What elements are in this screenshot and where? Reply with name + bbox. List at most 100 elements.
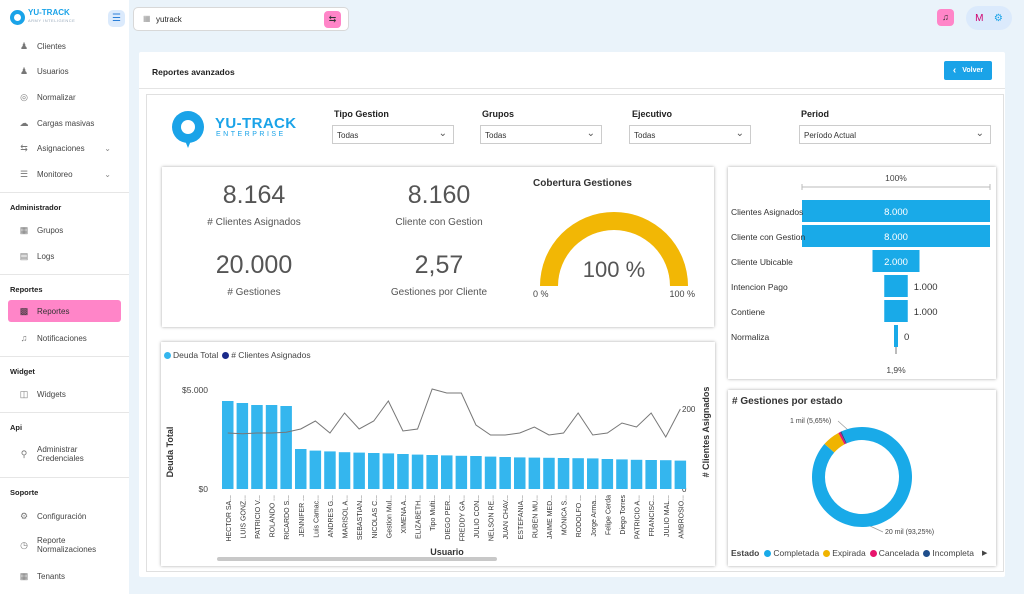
bar[interactable] <box>514 457 526 489</box>
dashboard-logo: YU-TRACK ENTERPRISE <box>172 111 297 148</box>
bar[interactable] <box>528 457 541 489</box>
x-tick-label: ROLANDO ... <box>270 495 277 537</box>
x-tick-label: XIMENA A... <box>401 495 408 534</box>
back-button[interactable]: ‹ Volver <box>944 61 992 80</box>
grid-icon: ▦ <box>143 14 151 23</box>
bar[interactable] <box>265 405 278 489</box>
sidebar-item-normalizar[interactable]: ◎ Normalizar <box>8 91 121 103</box>
y-tick-zero: $0 <box>199 484 209 494</box>
funnel-bar[interactable] <box>802 225 990 247</box>
bar[interactable] <box>338 452 351 489</box>
bar[interactable] <box>616 459 628 489</box>
kpi-label-gestiones-por-cliente: Gestiones por Cliente <box>390 287 488 298</box>
bar[interactable] <box>280 406 292 489</box>
bar[interactable] <box>660 460 672 489</box>
bar[interactable] <box>426 455 438 489</box>
tenant-selector[interactable]: ▦ yutrack ⇆ <box>133 7 349 31</box>
bar[interactable] <box>236 403 249 489</box>
filter-tipo-gestion[interactable]: Todas ⌄ <box>332 125 454 144</box>
bar[interactable] <box>309 450 322 489</box>
x-tick-label: ANDRES G... <box>328 495 335 537</box>
bar[interactable] <box>499 457 511 489</box>
x-tick-label: DIEGO PER... <box>445 495 452 540</box>
bar[interactable] <box>397 454 409 489</box>
sidebar-item-administrar-credenciales[interactable]: ⚲ Administrar Credenciales <box>8 443 121 465</box>
funnel-category-label: Clientes Asignados <box>731 207 803 217</box>
funnel-top-label: 100% <box>885 173 907 183</box>
legend-next-arrow[interactable]: ▶ <box>981 550 988 557</box>
bar[interactable] <box>324 451 336 489</box>
kpi-card <box>162 167 714 327</box>
bar[interactable] <box>630 459 643 489</box>
sidebar-item-monitoreo[interactable]: ☰ Monitoreo ⌄ <box>19 168 111 179</box>
bar[interactable] <box>353 452 365 489</box>
bar[interactable] <box>368 453 380 489</box>
sidebar-item-clientes[interactable]: ♟ Clientes <box>19 40 66 51</box>
filter-grupos[interactable]: Todas ⌄ <box>480 125 602 144</box>
sidebar-item-asignaciones[interactable]: ⇆ Asignaciones ⌄ <box>8 142 121 154</box>
x-tick-label: ELIZABETH... <box>416 495 423 539</box>
donut-chart: # Gestiones por estado 1 mil (5,65%) 20 … <box>732 396 934 536</box>
donut-slice[interactable] <box>838 431 846 445</box>
kpi-value-cliente-con-gestion: 8.160 <box>407 181 471 209</box>
bar[interactable] <box>484 456 497 489</box>
sidebar-item-widgets[interactable]: ◫ Widgets <box>19 388 66 399</box>
x-tick-label: AMBROSIO... <box>678 495 685 539</box>
brand-logo[interactable]: YU-TRACK ARMY INTELIGENCE <box>10 9 75 25</box>
funnel-value-label: 2.000 <box>884 257 908 268</box>
funnel-bar[interactable] <box>894 325 898 347</box>
sidebar-item-usuarios[interactable]: ♟ Usuarios <box>19 65 69 76</box>
bar[interactable] <box>645 460 657 489</box>
filter-period[interactable]: Período Actual ⌄ <box>799 125 991 144</box>
horizontal-scrollbar[interactable] <box>217 557 497 561</box>
funnel-bar[interactable] <box>872 250 920 272</box>
y-tick-top: $5.000 <box>182 385 208 395</box>
bar[interactable] <box>572 458 584 489</box>
funnel-bar[interactable] <box>884 300 908 322</box>
bar[interactable] <box>411 454 424 489</box>
chevron-down-icon: ⌄ <box>104 169 111 179</box>
bar[interactable] <box>557 458 570 489</box>
bar[interactable] <box>222 401 234 489</box>
x-tick-label: MARISOL A... <box>343 495 350 538</box>
donut-slice[interactable] <box>824 432 845 453</box>
bar[interactable] <box>382 453 395 489</box>
bar[interactable] <box>470 456 482 489</box>
user-menu[interactable]: M ⚙ <box>966 6 1012 30</box>
funnel-bar[interactable] <box>802 200 990 222</box>
sidebar-item-reportes[interactable]: ▩ Reportes <box>8 300 121 322</box>
sidebar-item-notificaciones[interactable]: ♫ Notificaciones <box>8 332 121 344</box>
sidebar-item-cargas-masivas[interactable]: ☁ Cargas masivas <box>19 117 95 128</box>
funnel-category-label: Cliente con Gestion <box>731 232 805 242</box>
hamburger-menu-button[interactable]: ☰ <box>108 10 125 27</box>
bar[interactable] <box>601 459 614 489</box>
bar[interactable] <box>295 449 307 489</box>
bar[interactable] <box>455 455 468 489</box>
bar[interactable] <box>251 405 263 489</box>
x-tick-label: FREDDY GA... <box>459 495 466 542</box>
sidebar-item-logs[interactable]: ▤ Logs <box>19 250 55 261</box>
divider <box>0 412 129 413</box>
bar[interactable] <box>674 460 687 489</box>
swap-button[interactable]: ⇆ <box>324 11 341 28</box>
funnel-category-label: Cliente Ubicable <box>731 257 793 267</box>
sidebar-item-reporte-normalizaciones[interactable]: ◷ Reporte Normalizaciones <box>8 534 121 556</box>
x-tick-label: PATRICIO A... <box>635 495 642 539</box>
x-tick-label: JULIO MAL... <box>664 495 671 537</box>
sidebar-item-grupos[interactable]: ▦ Grupos <box>19 224 64 235</box>
gear-icon[interactable]: ⚙ <box>993 12 1003 24</box>
deuda-bar-chart: Deuda Total # Clientes Asignados $5.000 … <box>165 385 711 561</box>
x-tick-label: LUIS GONZ... <box>240 495 247 539</box>
funnel-value-label: 0 <box>904 332 909 343</box>
bar[interactable] <box>441 455 453 489</box>
sidebar-item-tenants[interactable]: ▦ Tenants <box>19 570 66 581</box>
donut-slice[interactable] <box>840 431 847 444</box>
filter-ejecutivo[interactable]: Todas ⌄ <box>629 125 751 144</box>
funnel-bar[interactable] <box>884 275 908 297</box>
bar[interactable] <box>543 457 555 489</box>
notifications-button[interactable]: ♫ <box>937 9 954 26</box>
section-administrador: Administrador <box>10 203 62 212</box>
donut-label-expirada: 1 mil (5,65%) <box>790 418 831 425</box>
bar[interactable] <box>587 458 599 489</box>
sidebar-item-configuracion[interactable]: ⚙ Configuración <box>19 510 87 521</box>
